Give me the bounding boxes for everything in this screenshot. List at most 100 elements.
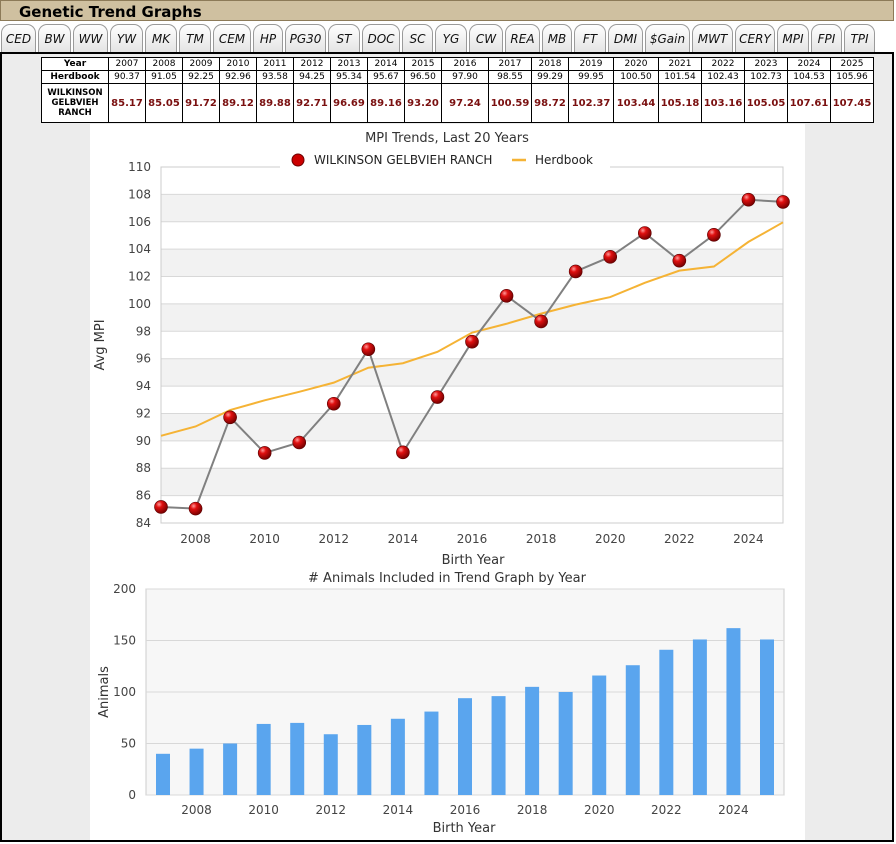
tab-ww[interactable]: WW: [73, 24, 108, 52]
ranch-data-point: [465, 334, 479, 349]
ranch-cell: 89.16: [367, 83, 405, 123]
tab-doc[interactable]: DOC: [362, 24, 400, 52]
bar: [592, 675, 607, 795]
ranch-cell: 100.59: [488, 83, 532, 123]
ranch-data-point: [188, 501, 203, 516]
herdbook-cell: 92.96: [219, 70, 257, 84]
herdbook-cell: 104.53: [787, 70, 831, 84]
ranch-data-point: [361, 342, 376, 357]
x-axis-label: Birth Year: [442, 553, 506, 568]
year-cell: 2015: [404, 57, 442, 71]
bar: [525, 686, 540, 795]
x-tick-label: 2022: [664, 532, 695, 546]
y-axis-label: Avg MPI: [93, 319, 108, 370]
y-tick-label: 98: [136, 324, 151, 338]
year-cell: 2007: [108, 57, 146, 71]
tab-dmi[interactable]: DMI: [608, 24, 643, 52]
year-cell: 2022: [701, 57, 745, 71]
y-tick-label: 102: [128, 270, 151, 284]
y-tick-label: 50: [121, 737, 136, 751]
tab-ft[interactable]: FT: [574, 24, 606, 52]
bar: [357, 724, 372, 795]
animals-bar-chart: 0 50 100 150 200 2008 2010 2012 2014 2016 2018 2020…: [97, 571, 785, 836]
ranch-data-point: [292, 435, 307, 450]
ranch-data-point: [257, 446, 272, 460]
x-tick-label: 2024: [733, 532, 764, 546]
tab-mb[interactable]: MB: [542, 24, 572, 52]
tab-pg30[interactable]: PG30: [285, 24, 326, 52]
tab-bw[interactable]: BW: [38, 24, 71, 52]
tab-sc[interactable]: SC: [402, 24, 433, 52]
tab-mpi[interactable]: MPI: [777, 24, 809, 52]
plot-band: [161, 495, 783, 523]
tab-cw[interactable]: CW: [469, 24, 503, 52]
ranch-cell: 102.37: [568, 83, 614, 123]
herdbook-cell: 101.54: [658, 70, 702, 84]
row-label-herdbook: Herdbook: [41, 70, 109, 84]
mpi-trend-chart: 84 86 88 90 92 94 96 98 100 102 104 106 108 110 2008 20…: [93, 131, 790, 568]
tab-tm[interactable]: TM: [179, 24, 211, 52]
tab-gain[interactable]: $Gain: [645, 24, 690, 52]
plot-band: [161, 358, 783, 387]
x-tick-label: 2008: [181, 803, 212, 817]
page-title: Genetic Trend Graphs: [19, 3, 202, 21]
tab-ced[interactable]: CED: [1, 24, 36, 52]
plot-band: [161, 221, 783, 250]
plot-band: [161, 276, 783, 304]
herdbook-cell: 102.73: [744, 70, 788, 84]
y-axis-label: Animals: [97, 666, 112, 718]
x-tick-label: 2016: [450, 803, 481, 817]
tab-fpi[interactable]: FPI: [811, 24, 842, 52]
x-tick-label: 2014: [383, 803, 414, 817]
ranch-cell: 93.20: [404, 83, 442, 123]
x-tick-label: 2010: [248, 803, 279, 817]
tab-yg[interactable]: YG: [435, 24, 467, 52]
herdbook-cell: 95.67: [367, 70, 405, 84]
ranch-cell: 98.72: [531, 83, 569, 123]
ranch-data-point: [396, 445, 410, 460]
x-tick-label: 2016: [457, 532, 488, 546]
herdbook-cell: 102.43: [701, 70, 745, 84]
herdbook-cell: 99.29: [531, 70, 569, 84]
y-tick-label: 0: [128, 788, 136, 802]
tab-cem[interactable]: CEM: [213, 24, 251, 52]
tab-mwt[interactable]: MWT: [692, 24, 733, 52]
tab-tpi[interactable]: TPI: [844, 24, 875, 52]
ranch-cell: 85.05: [145, 83, 183, 123]
herdbook-cell: 93.58: [256, 70, 294, 84]
y-tick-label: 100: [128, 297, 151, 311]
year-cell: 2025: [830, 57, 874, 71]
x-tick-label: 2012: [316, 803, 347, 817]
tab-yw[interactable]: YW: [110, 24, 143, 52]
x-tick-label: 2014: [388, 532, 419, 546]
bar: [491, 696, 506, 795]
y-tick-label: 92: [136, 406, 151, 420]
plot-band: [161, 440, 783, 469]
year-cell: 2016: [441, 57, 489, 71]
ranch-data-point: [534, 314, 548, 329]
tab-cery[interactable]: CERY: [735, 24, 775, 52]
tab-mk[interactable]: MK: [145, 24, 177, 52]
y-tick-label: 106: [128, 215, 151, 229]
chart-title: MPI Trends, Last 20 Years: [365, 131, 529, 146]
bar: [323, 734, 338, 795]
y-tick-label: 86: [136, 489, 151, 503]
tab-st[interactable]: ST: [328, 24, 360, 52]
trend-data-table: Year 2007 2008 2009 2010 2011 2012 2013 2014 201…: [41, 57, 874, 123]
bar: [424, 711, 439, 795]
x-tick-label: 2012: [319, 532, 350, 546]
ranch-cell: 105.18: [658, 83, 702, 123]
tab-rea[interactable]: REA: [505, 24, 540, 52]
plot-band: [161, 468, 783, 496]
herdbook-cell: 90.37: [108, 70, 146, 84]
ranch-cell: 103.44: [613, 83, 659, 123]
ranch-cell: 103.16: [701, 83, 745, 123]
y-tick-label: 94: [136, 379, 151, 393]
ranch-data-point: [499, 289, 514, 303]
ranch-cell: 97.24: [441, 83, 489, 123]
table-row-ranch: WILKINSON GELBVIEH RANCH 85.17 85.05 91.72…: [41, 83, 874, 123]
ranch-data-point: [568, 264, 583, 279]
herdbook-cell: 99.95: [568, 70, 614, 84]
tab-hp[interactable]: HP: [253, 24, 283, 52]
herdbook-cell: 98.55: [488, 70, 532, 84]
